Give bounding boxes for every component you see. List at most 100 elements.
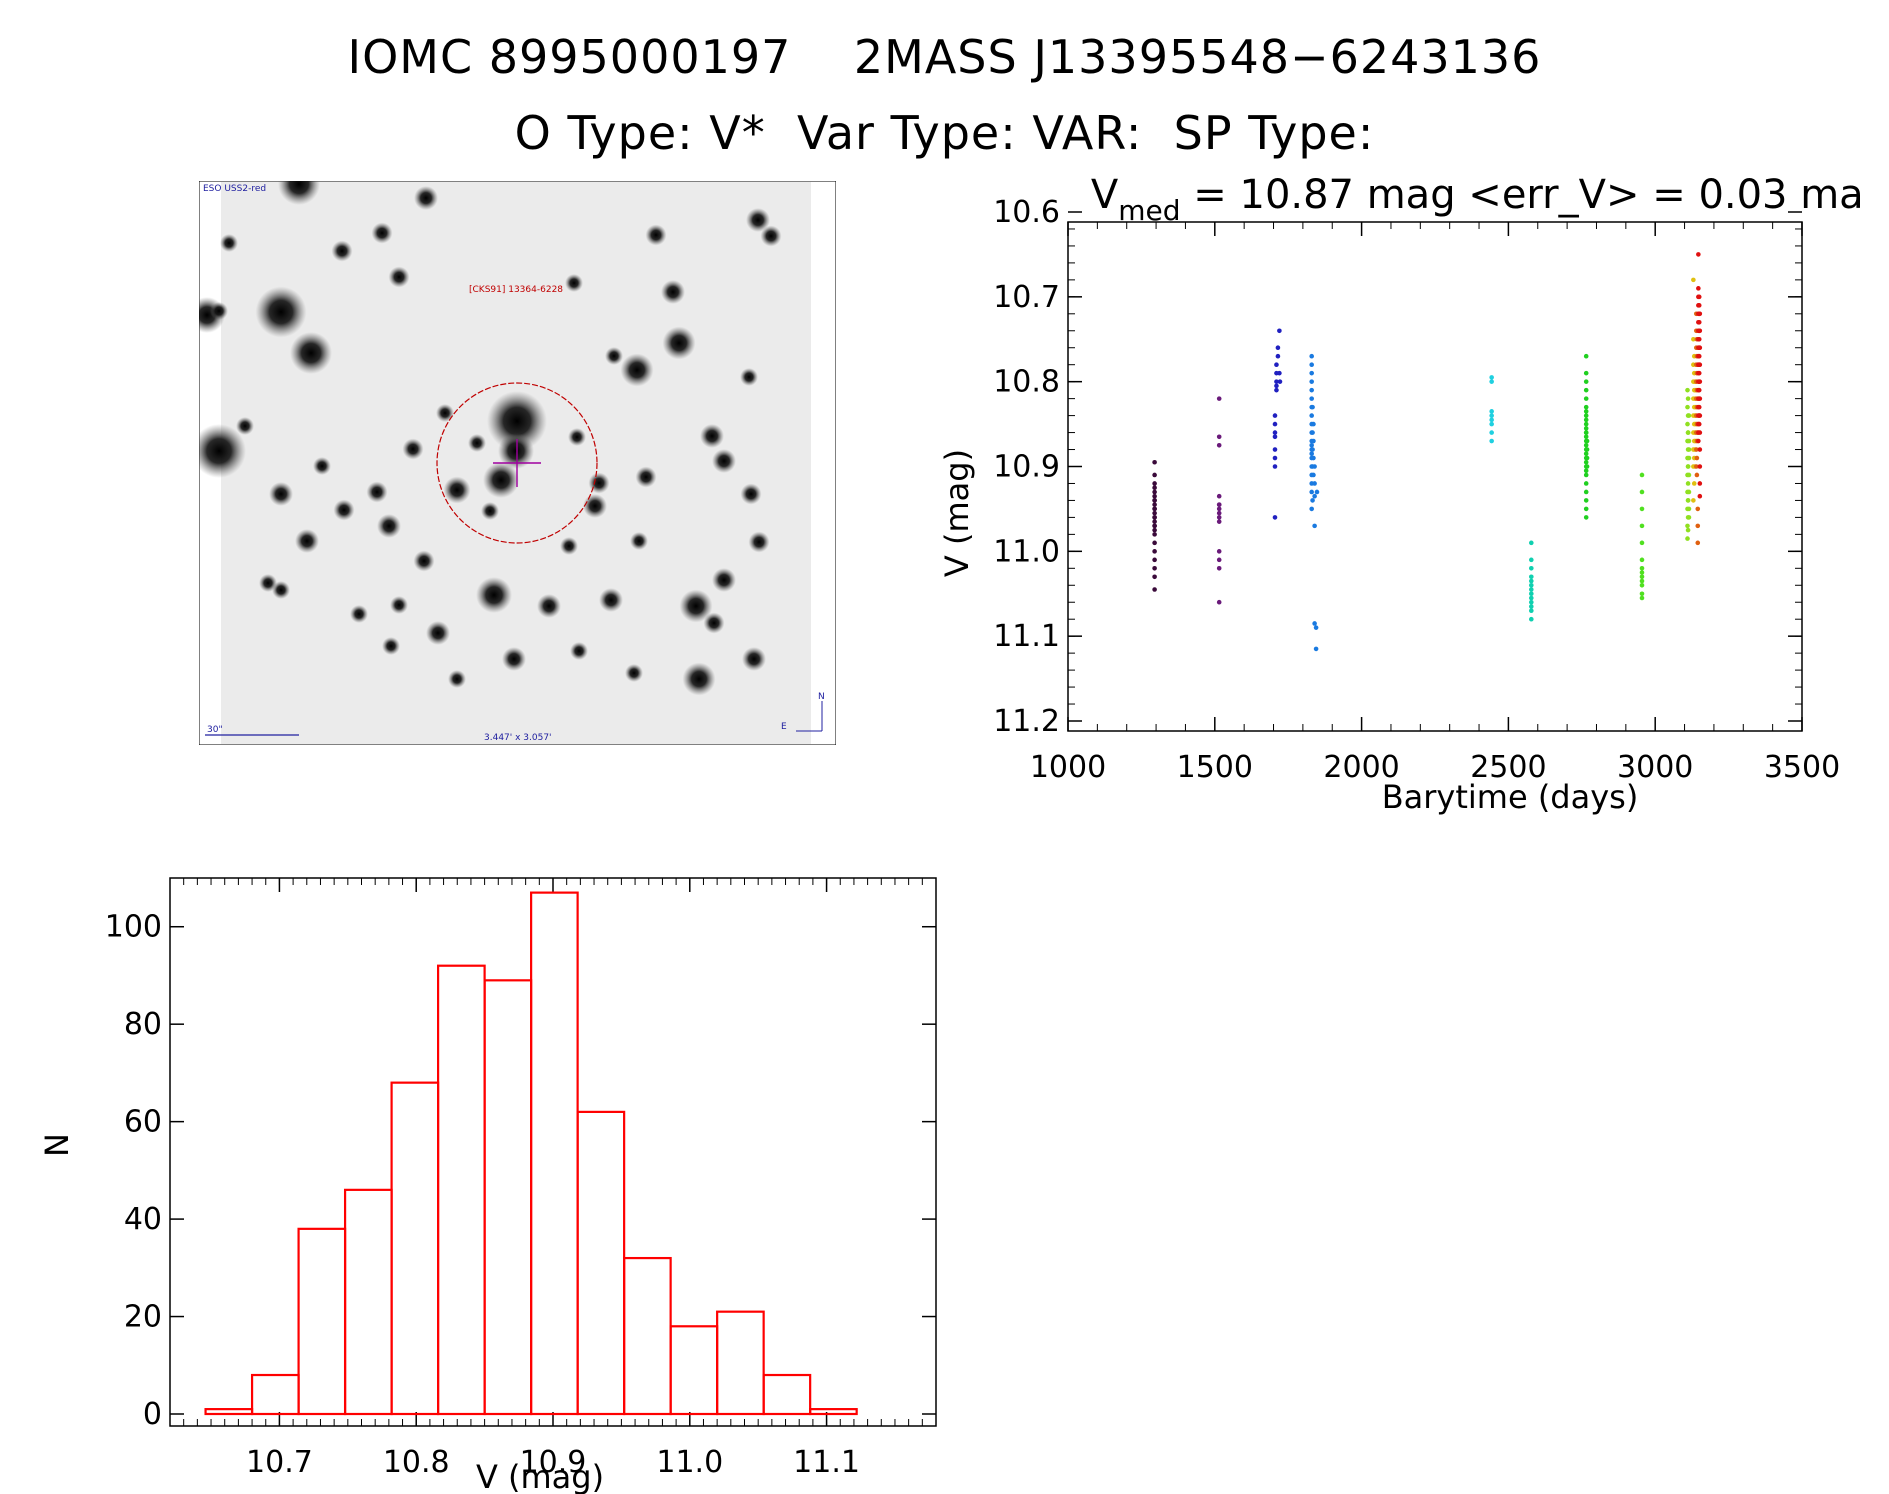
hist-bar [762, 1373, 812, 1416]
title-line-2: O Type: V* Var Type: VAR: SP Type: [514, 106, 1375, 160]
target-crosshair [493, 439, 541, 487]
lc-point [1639, 570, 1645, 575]
lc-point [1583, 442, 1589, 448]
lc-point [1695, 540, 1701, 546]
finder-star [568, 428, 586, 446]
lc-point [1310, 430, 1315, 435]
lc-point [1583, 468, 1589, 474]
lc-point [1691, 277, 1696, 283]
lc-point [1697, 493, 1703, 499]
finder-star [620, 353, 654, 387]
lc-point [1152, 510, 1157, 516]
lc-point [1275, 353, 1281, 359]
finder-star [599, 588, 623, 612]
lc-point [1152, 587, 1157, 592]
finder-image: ESO USS2-red [CKS91] 13364-6228 30" 3.44… [199, 181, 836, 745]
lc-point [1152, 493, 1157, 499]
lc-point [1272, 434, 1278, 440]
lc-point [1584, 455, 1590, 461]
lc-point [1272, 515, 1278, 520]
lc-point [1312, 523, 1317, 529]
lc-point [1695, 523, 1701, 529]
lc-point [1583, 506, 1589, 512]
lc-point [1309, 442, 1314, 448]
histogram-chart: 10.7 10.8 10.9 11.0 11.1 0 20 40 60 80 100 V (mag)… [40, 877, 937, 1494]
lc-point [1686, 472, 1692, 478]
lc-point [1489, 413, 1494, 418]
hist-ytick-label: 100 [105, 910, 162, 945]
lc-point [1309, 362, 1314, 367]
finder-star [199, 424, 246, 478]
lc-point [1583, 472, 1589, 478]
lc-xtick-label: 1000 [1030, 750, 1106, 785]
finder-star [382, 637, 400, 655]
finder-star [630, 532, 648, 550]
finder-star [331, 240, 353, 262]
lc-point [1272, 421, 1278, 427]
lc-point [1696, 303, 1702, 308]
finder-star [255, 286, 307, 338]
lc-point [1529, 595, 1534, 601]
lc-point [1583, 434, 1589, 440]
lc-point [1274, 362, 1279, 367]
finder-star-field [199, 181, 782, 696]
lc-point [1310, 498, 1315, 503]
finder-star [413, 550, 435, 572]
lc-point [1686, 447, 1692, 452]
lc-point [1216, 515, 1222, 520]
lc-ytick-label: 10.8 [993, 365, 1060, 400]
lc-point [1152, 481, 1157, 486]
compass [796, 701, 823, 732]
lc-point [1583, 459, 1589, 465]
finder-star [426, 621, 450, 645]
lc-point [1583, 387, 1589, 393]
hist-bar [437, 964, 486, 1416]
lc-point [1696, 294, 1702, 300]
finder-star [476, 577, 512, 613]
finder-star [565, 274, 583, 292]
lc-point [1309, 451, 1314, 457]
lc-point [1529, 608, 1534, 614]
lc-point [1583, 421, 1589, 427]
lc-point [1152, 515, 1157, 520]
lc-point [1686, 489, 1692, 495]
compass-east: E [781, 722, 787, 732]
lc-point [1696, 286, 1701, 291]
lc-point [1639, 557, 1645, 563]
lc-xtick-label: 2500 [1470, 750, 1546, 785]
hist-xtick-label: 10.9 [520, 1445, 587, 1480]
lc-point [1529, 599, 1534, 605]
lc-point [1277, 328, 1282, 334]
lc-point [1686, 438, 1692, 444]
lc-point [1311, 421, 1316, 427]
finder-star [290, 332, 332, 374]
lc-point [1583, 396, 1589, 401]
lc-point [1152, 527, 1157, 533]
lc-point [1309, 387, 1314, 393]
lc-point [1529, 604, 1534, 609]
lc-point [1696, 438, 1701, 444]
lc-point [1272, 430, 1278, 435]
lc-point [1583, 426, 1589, 431]
lc-point [1310, 404, 1315, 410]
lc-point [1691, 336, 1696, 342]
lc-point [1694, 455, 1700, 461]
hist-bar [530, 891, 579, 1416]
lc-point [1697, 311, 1703, 317]
lc-point [1639, 574, 1645, 580]
finder-star [350, 605, 368, 623]
hist-bar [716, 1310, 765, 1416]
lc-xtick-label: 3000 [1617, 750, 1693, 785]
lc-point [1152, 557, 1157, 563]
lc-point [1583, 451, 1589, 457]
lc-point [1216, 557, 1222, 563]
lc-point [1696, 404, 1702, 410]
lc-point [1583, 515, 1589, 520]
lc-point [1696, 353, 1702, 359]
lc-point [1311, 455, 1316, 461]
finder-star [498, 433, 534, 469]
lc-point [1696, 319, 1702, 325]
lc-point [1686, 506, 1692, 512]
finder-star [635, 466, 657, 488]
lc-point [1312, 493, 1317, 499]
